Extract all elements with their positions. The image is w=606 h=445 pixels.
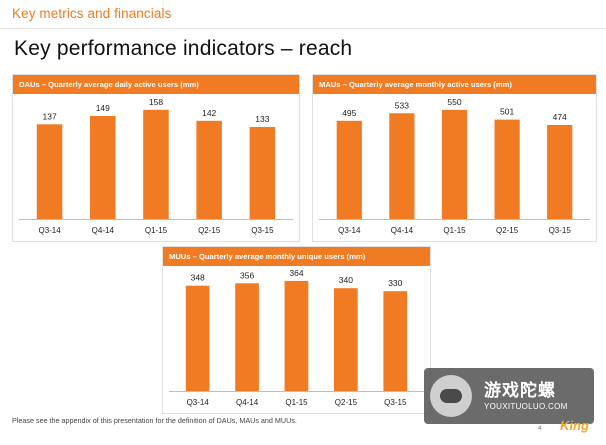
muu-tick-label: Q1-15 [285, 398, 308, 407]
watermark: 游戏陀螺 YOUXITUOLUO.COM [424, 368, 594, 424]
mau-data-label: 474 [553, 112, 567, 122]
dau-chart: DAUs – Quarterly average daily active us… [12, 74, 300, 242]
muu-tick-label: Q3-15 [384, 398, 407, 407]
dau-bar [249, 127, 276, 219]
mau-tick-label: Q3-15 [549, 226, 572, 235]
muu-data-label: 340 [339, 275, 353, 285]
page-number: 4 [538, 425, 542, 432]
mau-chart-plot: 495 Q3-14 533 Q4-14 550 Q1-15 501 Q2-15 474 Q3-15 [319, 97, 590, 235]
dau-tick-label: Q2-15 [198, 226, 221, 235]
mau-chart: MAUs – Quarterly average monthly active … [312, 74, 597, 242]
mau-bar [494, 119, 520, 219]
mau-bar [441, 109, 468, 219]
section-title: Key metrics and financials [12, 6, 172, 21]
mau-bar [389, 113, 415, 219]
mau-tick-label: Q3-14 [338, 226, 361, 235]
dau-tick-label: Q1-15 [145, 226, 168, 235]
dau-tick-label: Q3-14 [38, 226, 61, 235]
mau-tick-label: Q2-15 [496, 226, 519, 235]
header-divider [0, 28, 606, 29]
dau-bar [90, 116, 116, 219]
dau-chart-title: DAUs – Quarterly average daily active us… [13, 75, 299, 94]
dau-bar [36, 124, 63, 219]
dau-data-label: 133 [255, 114, 269, 124]
mau-data-label: 550 [447, 97, 461, 107]
muu-tick-label: Q4-14 [236, 398, 259, 407]
muu-tick-label: Q2-15 [335, 398, 358, 407]
dau-chart-plot: 137 Q3-14 149 Q4-14 158 Q1-15 142 Q2-15 133 Q3-15 [19, 97, 293, 235]
dau-bar [143, 109, 169, 219]
mau-data-label: 495 [342, 108, 356, 118]
watermark-url: YOUXITUOLUO.COM [484, 402, 568, 411]
dau-tick-label: Q4-14 [92, 226, 115, 235]
muu-chart: MUUs – Quarterly average monthly unique … [162, 246, 431, 414]
dau-tick-label: Q3-15 [251, 226, 274, 235]
muu-data-label: 330 [388, 278, 402, 288]
muu-bar [185, 285, 210, 391]
muu-tick-label: Q3-14 [187, 398, 210, 407]
dau-data-label: 142 [202, 108, 216, 118]
mau-tick-label: Q1-15 [443, 226, 466, 235]
footnote: Please see the appendix of this presenta… [12, 416, 297, 425]
dau-data-label: 149 [96, 103, 110, 113]
muu-chart-title: MUUs – Quarterly average monthly unique … [163, 247, 430, 266]
mau-bar [547, 125, 573, 219]
mau-data-label: 501 [500, 107, 514, 117]
mau-data-label: 533 [395, 100, 409, 110]
mau-chart-title: MAUs – Quarterly average monthly active … [313, 75, 596, 94]
page-title: Key performance indicators – reach [14, 37, 353, 60]
muu-bar [383, 291, 408, 391]
dau-data-label: 158 [149, 97, 163, 107]
muu-bar [284, 280, 309, 391]
muu-chart-plot: 348 Q3-14 356 Q4-14 364 Q1-15 340 Q2-15 330 Q3-15 [169, 268, 424, 407]
muu-data-label: 356 [240, 270, 254, 280]
mau-tick-label: Q4-14 [391, 226, 414, 235]
watermark-name: 游戏陀螺 [484, 381, 556, 400]
mau-bar [336, 120, 362, 219]
dau-bar [196, 120, 222, 219]
king-logo: King [560, 418, 589, 433]
muu-bar [334, 288, 358, 391]
muu-data-label: 364 [289, 268, 303, 278]
watermark-logo-icon [430, 375, 472, 417]
muu-bar [235, 283, 259, 391]
muu-data-label: 348 [191, 273, 205, 283]
dau-data-label: 137 [43, 111, 57, 121]
